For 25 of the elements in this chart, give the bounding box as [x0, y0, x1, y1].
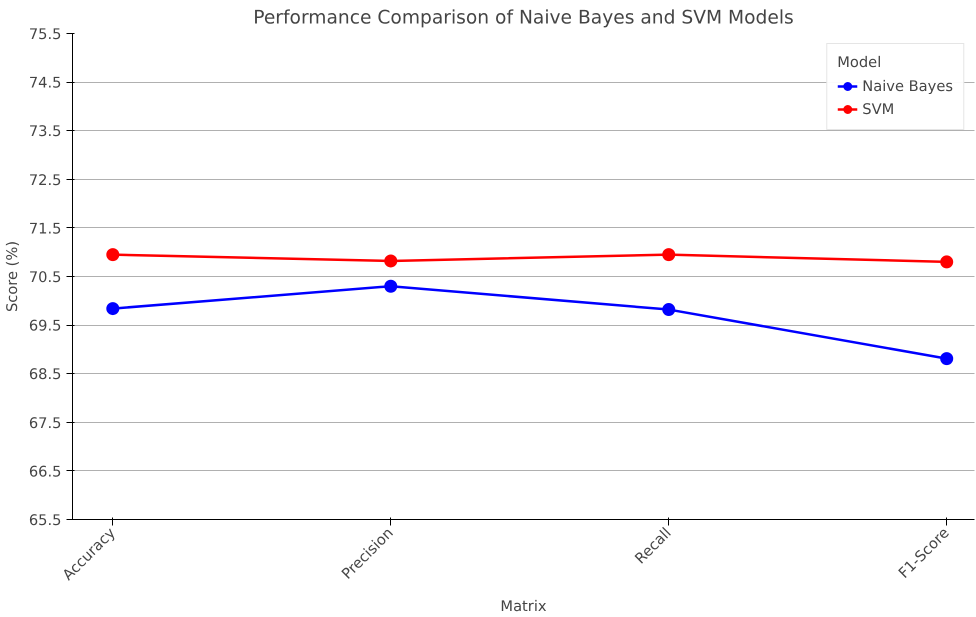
point [384, 254, 398, 268]
point [106, 248, 120, 262]
point [662, 248, 676, 262]
legend-label: SVM [862, 100, 894, 118]
point [384, 280, 398, 293]
point [106, 302, 120, 316]
point [940, 255, 954, 268]
y-tick-label: 67.5 [28, 414, 62, 432]
y-tick-label: 74.5 [28, 74, 62, 92]
y-tick-label: 69.5 [28, 318, 62, 335]
y-tick-label: 65.5 [28, 512, 62, 529]
y-tick-label: 70.5 [28, 269, 62, 286]
x-axis-title: Matrix [500, 598, 547, 615]
y-tick-label: 71.5 [28, 220, 62, 238]
chart-title: Performance Comparison of Naive Bayes and SVM Models [253, 8, 794, 28]
y-tick-label: 75.5 [28, 26, 62, 43]
y-tick-label: 73.5 [28, 123, 62, 140]
point [940, 352, 954, 366]
y-axis-title: Score (%) [4, 240, 21, 312]
point [662, 303, 676, 316]
y-tick-label: 72.5 [28, 172, 62, 189]
legend-title: Model [837, 54, 882, 71]
y-tick-label: 68.5 [28, 366, 62, 384]
legend-label: Naive Bayes [862, 78, 953, 94]
y-tick-label: 66.5 [28, 463, 62, 480]
